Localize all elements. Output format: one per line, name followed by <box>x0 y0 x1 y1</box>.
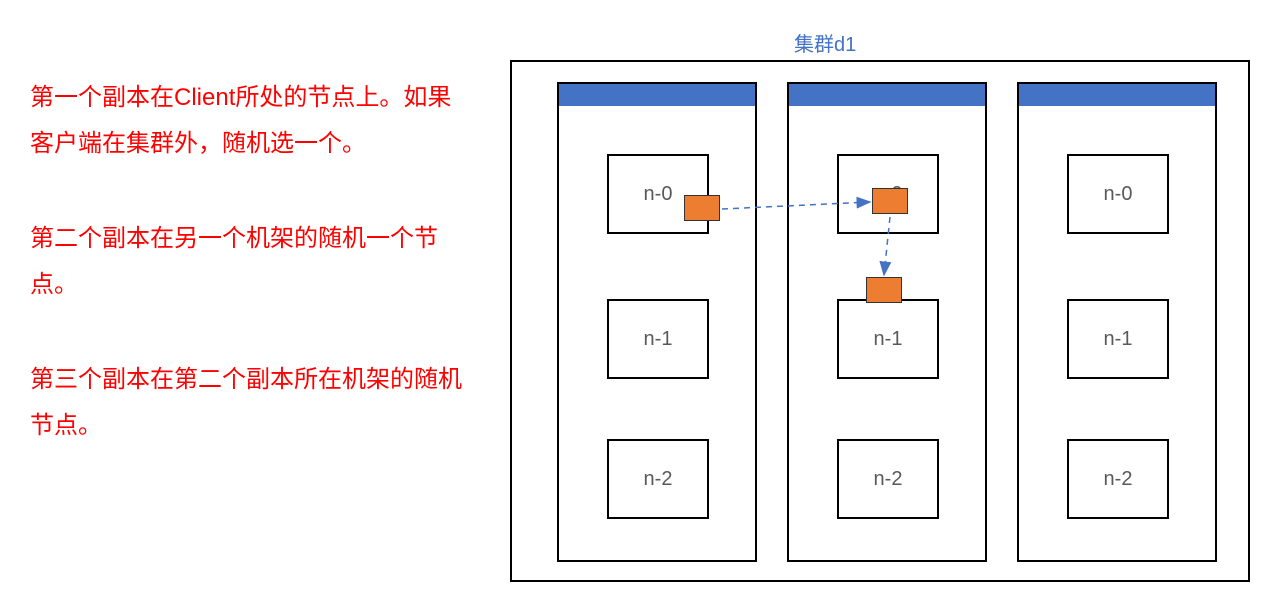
rack-label: 机架r1 <box>664 81 719 108</box>
node-r1-n0: n-0 <box>607 154 709 234</box>
node-r1-n1: n-1 <box>607 299 709 379</box>
node-label: n-1 <box>1104 328 1133 351</box>
rule-1: 第一个副本在Client所处的节点上。如果客户端在集群外，随机选一个。 <box>30 75 470 166</box>
rack-label: 机架r3 <box>1124 81 1179 108</box>
node-label: n-0 <box>1104 183 1133 206</box>
rack-r2: 机架r2 n-0 n-1 n-2 <box>787 82 987 562</box>
rules-panel: 第一个副本在Client所处的节点上。如果客户端在集群外，随机选一个。 第二个副… <box>30 75 470 499</box>
cluster-box: 机架r1 n-0 n-1 n-2 机架r2 n-0 n-1 n-2 机架r3 n… <box>510 60 1250 582</box>
rule-3: 第三个副本在第二个副本所在机架的随机节点。 <box>30 357 470 448</box>
rule-2: 第二个副本在另一个机架的随机一个节点。 <box>30 216 470 307</box>
node-r3-n1: n-1 <box>1067 299 1169 379</box>
node-r2-n1: n-1 <box>837 299 939 379</box>
rack-r3: 机架r3 n-0 n-1 n-2 <box>1017 82 1217 562</box>
cluster-title: 集群d1 <box>794 28 856 57</box>
rack-label: 机架r2 <box>894 81 949 108</box>
node-r3-n2: n-2 <box>1067 439 1169 519</box>
node-r3-n0: n-0 <box>1067 154 1169 234</box>
node-label: n-1 <box>874 328 903 351</box>
replica-1 <box>684 195 720 221</box>
node-label: n-2 <box>874 468 903 491</box>
node-label: n-1 <box>644 328 673 351</box>
replica-2 <box>872 188 908 214</box>
node-label: n-2 <box>644 468 673 491</box>
node-label: n-0 <box>644 183 673 206</box>
rack-header: 机架r3 <box>1019 84 1215 106</box>
rack-r1: 机架r1 n-0 n-1 n-2 <box>557 82 757 562</box>
rack-header: 机架r2 <box>789 84 985 106</box>
node-r2-n2: n-2 <box>837 439 939 519</box>
rack-header: 机架r1 <box>559 84 755 106</box>
replica-3 <box>866 277 902 303</box>
node-r1-n2: n-2 <box>607 439 709 519</box>
node-label: n-2 <box>1104 468 1133 491</box>
